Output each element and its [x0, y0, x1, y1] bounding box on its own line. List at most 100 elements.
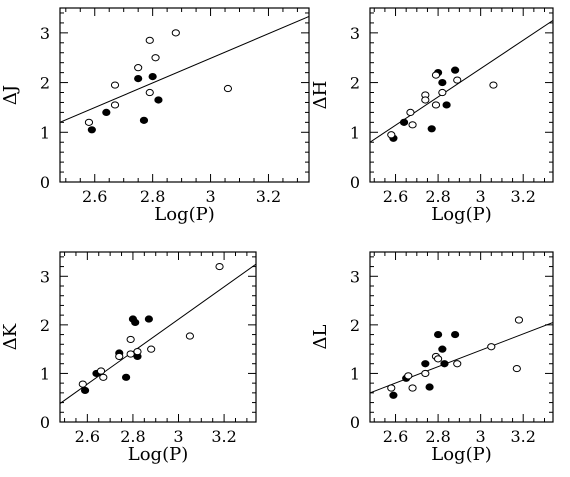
delta-l-data — [370, 316, 553, 399]
delta-h-filled-point — [399, 118, 409, 126]
delta-l-filled-point — [440, 360, 449, 368]
delta-j-open-point — [171, 29, 180, 37]
delta-j-filled-point — [134, 74, 143, 83]
delta-l-open-point — [408, 384, 417, 392]
delta-j-y-tick-label: 1 — [40, 123, 50, 142]
delta-h-frame — [369, 7, 554, 183]
delta-l-x-tick-label: 3.2 — [510, 427, 535, 446]
delta-l-open-point — [512, 364, 521, 373]
delta-h-open-point — [431, 71, 441, 79]
delta-j-data — [60, 15, 309, 134]
delta-k-x-tick-label: 2.8 — [120, 427, 145, 446]
delta-j-open-point — [151, 54, 160, 62]
delta-j-open-point — [110, 101, 120, 109]
delta-k-open-point — [185, 332, 195, 340]
delta-l-open-point — [421, 369, 430, 378]
delta-k-y-tick-label: 2 — [40, 316, 50, 335]
delta-k-open-point — [78, 380, 87, 388]
delta-l-x-tick-label: 2.8 — [425, 427, 450, 446]
delta-k-open-point — [126, 335, 135, 344]
delta-k-open-point — [96, 367, 106, 375]
delta-l-open-point — [514, 316, 524, 324]
delta-j-y-tick-label: 0 — [40, 173, 50, 192]
delta-j-open-point — [145, 88, 154, 97]
delta-h-open-point — [431, 101, 441, 109]
delta-k-open-point — [99, 373, 108, 381]
delta-l-x-axis-label: Log(P) — [431, 444, 491, 465]
delta-l-filled-point — [451, 330, 460, 339]
delta-j-open-point — [110, 81, 120, 89]
delta-l-y-axis-label: ΔL — [310, 324, 331, 349]
delta-h-y-tick-label: 1 — [350, 123, 360, 142]
delta-l-filled-point — [433, 330, 443, 339]
delta-l-filled-point — [425, 383, 434, 391]
delta-j-y-tick-label: 3 — [40, 24, 50, 43]
delta-k-open-point — [115, 352, 124, 361]
delta-j-open-point — [223, 84, 233, 93]
delta-k-open-point — [126, 350, 135, 358]
delta-k-open-point — [215, 262, 224, 271]
delta-h-open-point — [489, 81, 498, 89]
delta-j-x-axis-label: Log(P) — [154, 204, 214, 225]
delta-l-x-tick-label: 2.6 — [383, 427, 408, 446]
delta-j-filled-point — [87, 126, 96, 134]
delta-j-filled-point — [139, 116, 149, 124]
delta-h-filled-point — [451, 66, 460, 74]
delta-k-x-tick-label: 3 — [173, 427, 183, 446]
delta-h-open-point — [453, 76, 462, 84]
delta-h-y-axis-label: ΔH — [310, 81, 331, 110]
delta-j-filled-point — [102, 108, 111, 117]
delta-h-x-tick-label: 3 — [476, 187, 486, 206]
delta-j-x-tick-label: 2.8 — [140, 187, 165, 206]
delta-h-y-tick-label: 0 — [350, 173, 360, 192]
delta-h-filled-point — [438, 78, 447, 87]
delta-j-fit-line — [60, 15, 309, 123]
delta-h-filled-point — [427, 125, 436, 133]
delta-l-frame — [369, 251, 554, 423]
delta-k-y-tick-label: 1 — [40, 364, 50, 383]
delta-k-filled-point — [80, 386, 90, 395]
delta-j-y-axis-label: ΔJ — [0, 85, 21, 105]
delta-k-fit-line — [60, 263, 256, 404]
delta-h-open-point — [387, 131, 396, 139]
delta-k-open-point — [133, 347, 142, 356]
delta-h-data — [370, 20, 553, 143]
delta-j-frame — [59, 7, 310, 183]
delta-l-y-tick-label: 0 — [350, 413, 360, 432]
delta-k-y-tick-label: 3 — [40, 267, 50, 286]
delta-j-filled-point — [154, 96, 163, 104]
delta-l-x-tick-label: 3 — [476, 427, 486, 446]
delta-h-open-point — [438, 88, 447, 97]
delta-k-filled-point — [144, 315, 153, 323]
delta-l-fit-line — [370, 321, 553, 394]
delta-l-open-point — [387, 384, 396, 392]
delta-k-filled-point — [121, 373, 131, 381]
delta-k-x-axis-label: Log(P) — [128, 444, 188, 465]
delta-k-filled-point — [131, 318, 140, 327]
delta-j-x-tick-label: 2.6 — [82, 187, 107, 206]
delta-l-open-point — [404, 372, 413, 380]
delta-j-open-point — [134, 64, 143, 72]
delta-l-filled-point — [438, 345, 447, 353]
delta-h-y-tick-label: 2 — [350, 74, 360, 93]
delta-j-y-tick-label: 2 — [40, 74, 50, 93]
delta-l-filled-point — [421, 360, 430, 368]
delta-h-open-point — [406, 108, 415, 117]
delta-h-x-tick-label: 2.6 — [383, 187, 408, 206]
delta-l-open-point — [433, 355, 443, 363]
delta-k-open-point — [147, 345, 156, 353]
delta-h-y-tick-label: 3 — [350, 24, 360, 43]
delta-h-x-tick-label: 3.2 — [510, 187, 535, 206]
delta-l-filled-point — [389, 391, 398, 399]
delta-k-y-tick-label: 0 — [40, 413, 50, 432]
delta-j-x-tick-label: 3 — [205, 187, 215, 206]
delta-j-open-point — [145, 36, 154, 44]
delta-h-fit-line — [370, 20, 553, 143]
delta-h-open-point — [408, 121, 417, 129]
delta-l-y-tick-label: 2 — [350, 316, 360, 335]
